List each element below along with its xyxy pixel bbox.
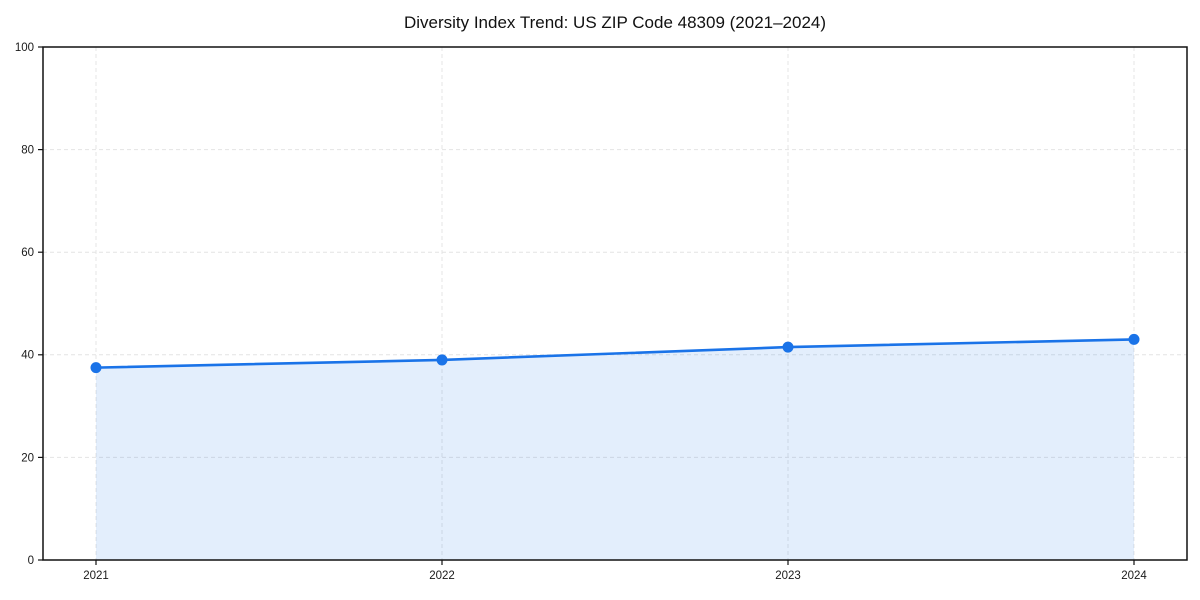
area-fill: [96, 339, 1134, 560]
y-tick-label-100: 100: [15, 42, 34, 54]
chart-title: Diversity Index Trend: US ZIP Code 48309…: [403, 13, 827, 32]
y-tick-label-80: 80: [21, 145, 34, 157]
data-point-2021: [90, 362, 102, 374]
y-tick-label-20: 20: [21, 452, 34, 464]
data-point-2023: [782, 341, 794, 353]
x-tick-label-2022: 2022: [429, 570, 455, 582]
x-tick-label-2024: 2024: [1121, 570, 1147, 582]
plot-border: [42, 46, 1188, 561]
data-point-2022: [436, 354, 448, 366]
y-tick-label-40: 40: [21, 350, 34, 362]
data-point-2024: [1128, 333, 1140, 345]
y-tick-label-0: 0: [28, 555, 34, 567]
trend-line: [94, 338, 1136, 369]
x-tick-label-2021: 2021: [83, 570, 109, 582]
x-tick-label-2023: 2023: [775, 570, 801, 582]
y-tick-label-60: 60: [21, 247, 34, 259]
